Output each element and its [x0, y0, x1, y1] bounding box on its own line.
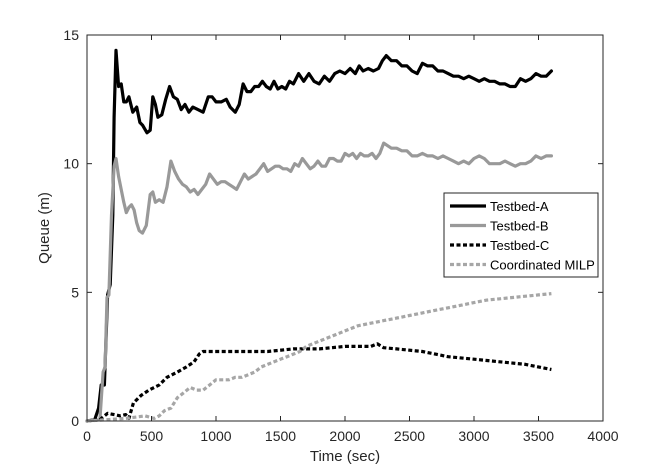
x-tick-label: 0	[83, 428, 91, 444]
legend-label-testbed-c: Testbed-C	[490, 238, 549, 253]
legend-label-coordinated-milp: Coordinated MILP	[490, 258, 595, 273]
series-line-coordinated-milp	[86, 292, 552, 423]
x-tick-label: 2000	[329, 428, 360, 444]
y-tick-label: 5	[71, 284, 79, 300]
series-line-testbed-a	[85, 48, 553, 423]
legend-label-testbed-a: Testbed-A	[490, 199, 549, 214]
y-axis-label: Queue (m)	[36, 192, 53, 264]
axes-layer: 0 500 1000 1500 2000 2500 3000 3500 4000 0 5 10 15	[63, 27, 618, 444]
x-tick-label: 1000	[200, 428, 231, 444]
series-line-testbed-b	[85, 141, 553, 423]
x-axis-label: Time (sec)	[310, 448, 380, 465]
y-tick-label: 15	[63, 27, 79, 43]
series-layer	[85, 48, 553, 423]
y-tick-label: 10	[63, 156, 79, 172]
x-tick-label: 3000	[458, 428, 489, 444]
x-tick-label: 2500	[394, 428, 425, 444]
series-line-testbed-c	[86, 342, 552, 423]
legend: Testbed-A Testbed-B Testbed-C Coordinated M…	[443, 192, 599, 278]
x-tick-label: 500	[140, 428, 164, 444]
x-tick-label: 4000	[587, 428, 618, 444]
x-tick-label: 3500	[523, 428, 554, 444]
x-tick-label: 1500	[265, 428, 296, 444]
y-tick-label: 0	[71, 413, 79, 429]
legend-label-testbed-b: Testbed-B	[490, 219, 549, 234]
